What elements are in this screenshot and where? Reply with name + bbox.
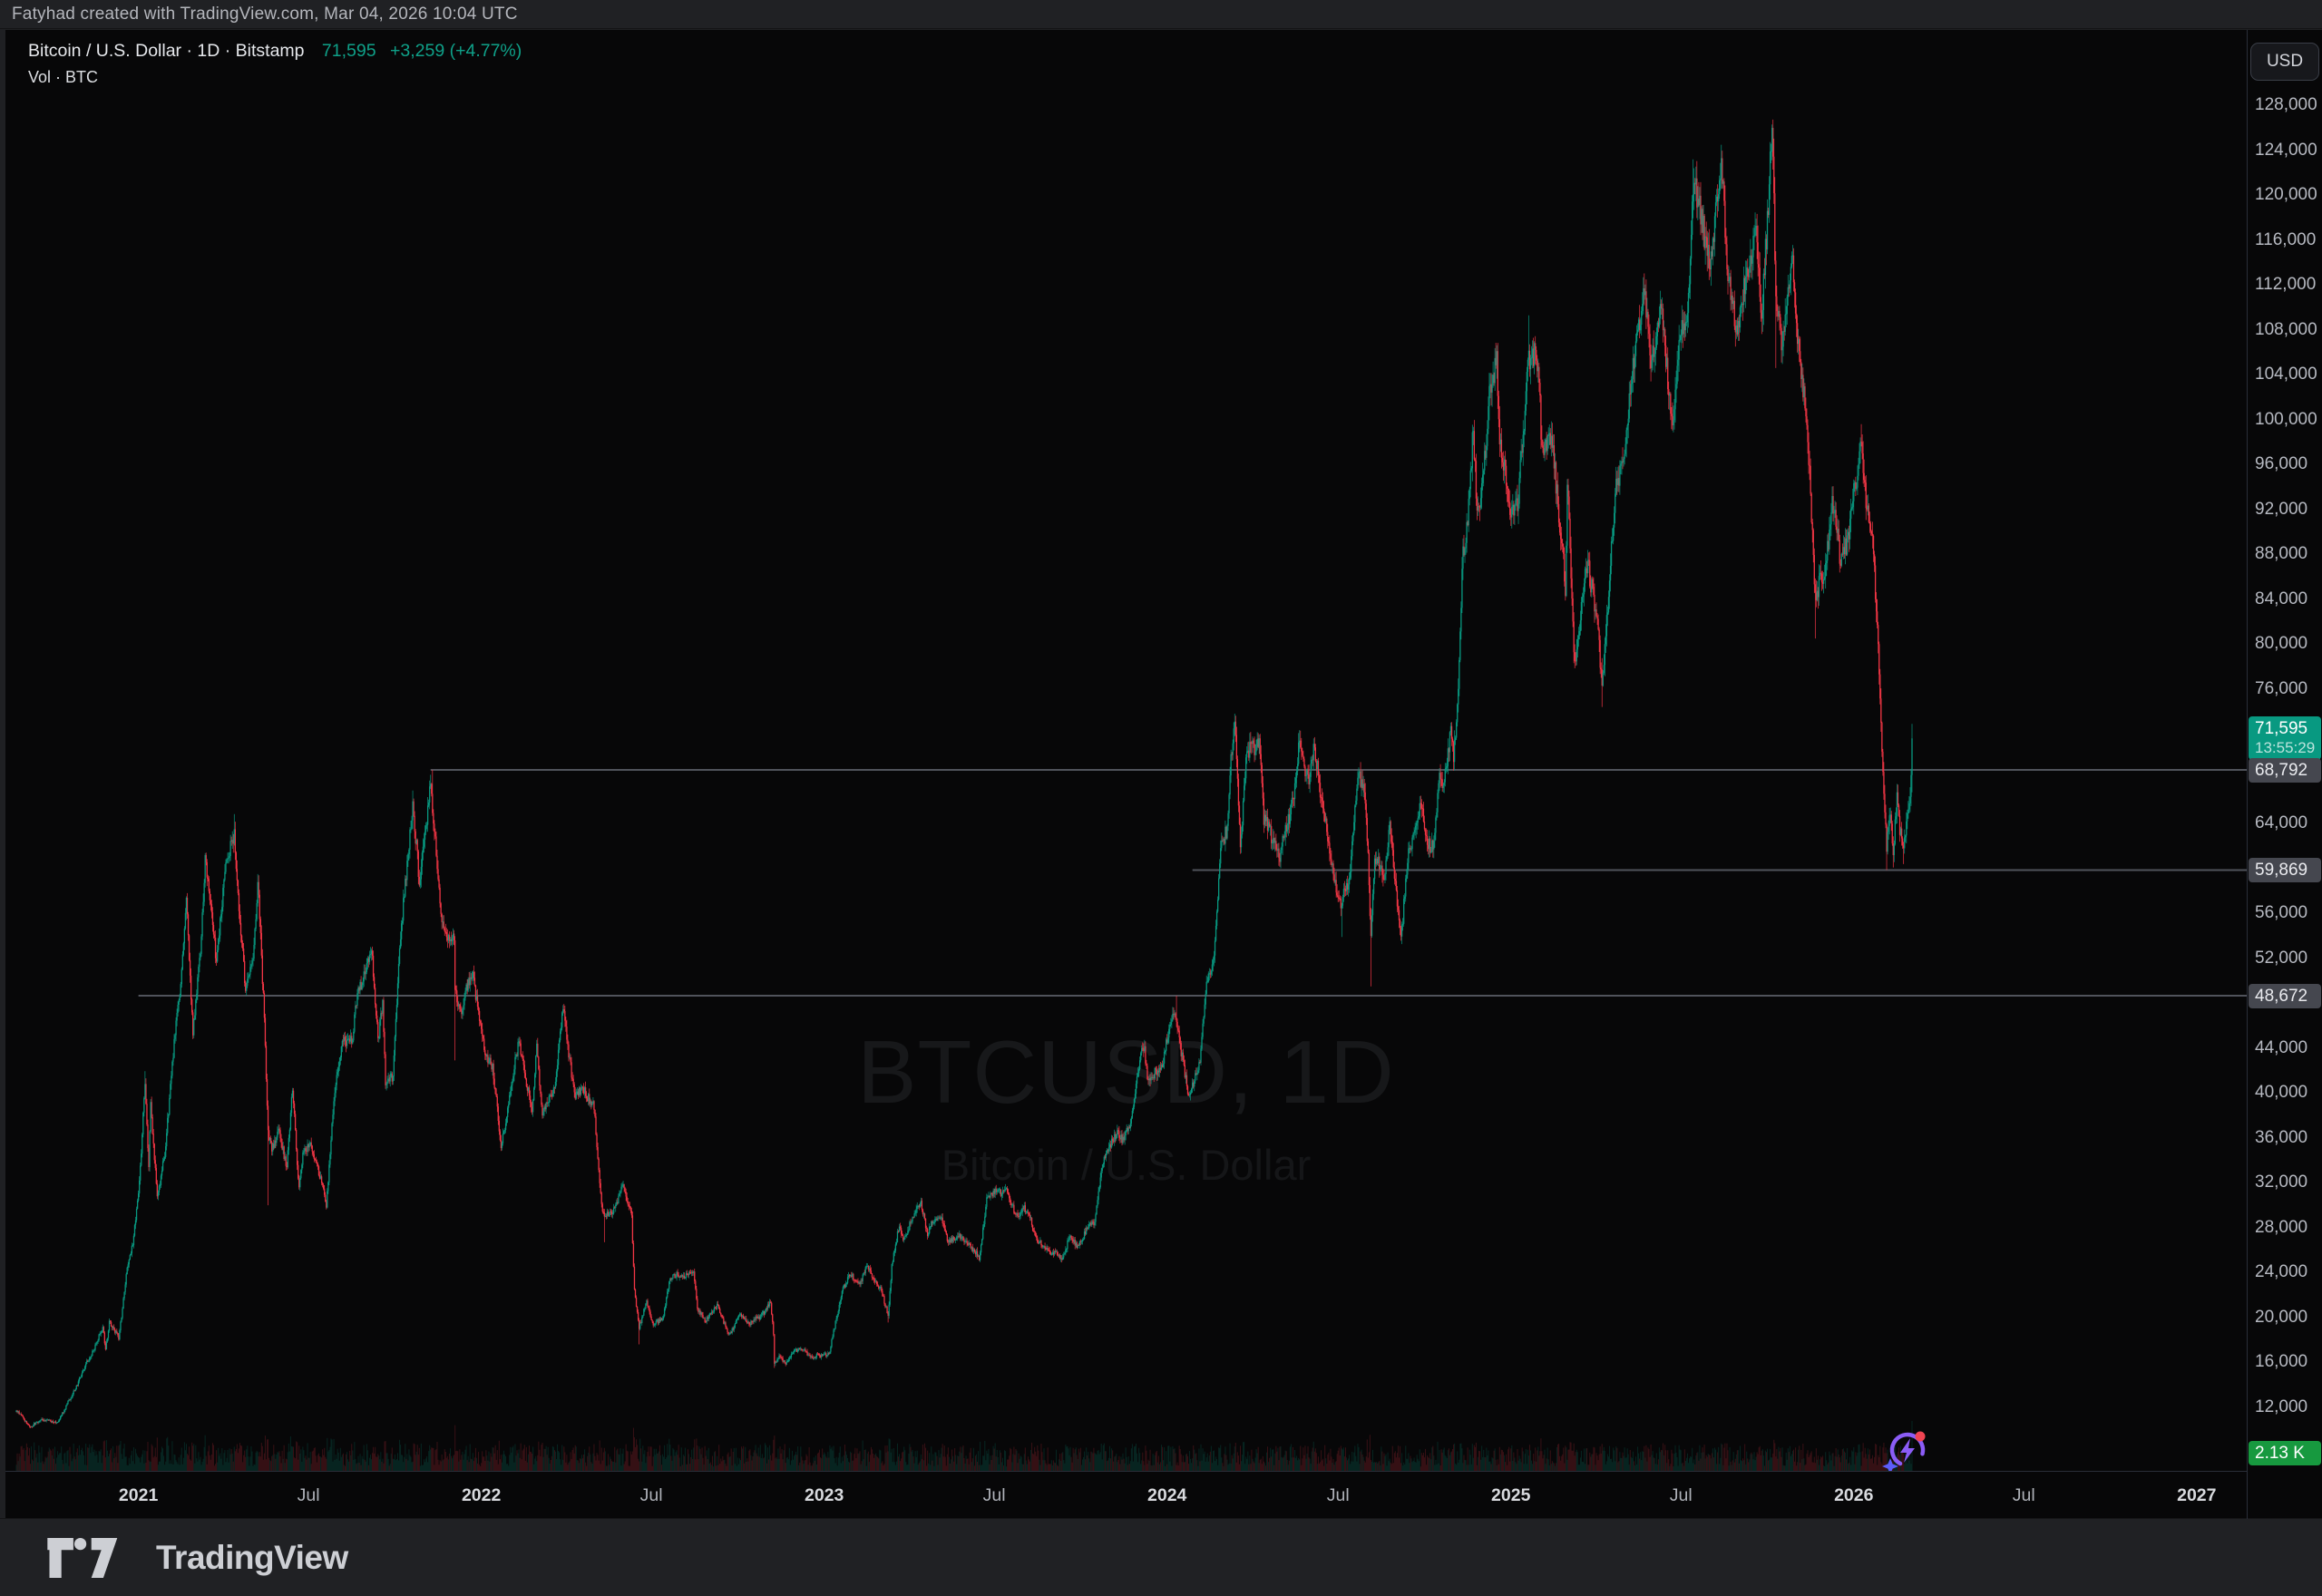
price-axis-tick: 40,000 xyxy=(2255,1083,2308,1103)
time-axis[interactable]: 2021 Jul 2022 Jul 2023 Jul 2024 Jul 2025 Jul 2026 J… xyxy=(5,1471,2322,1519)
tradingview-logo-text: TradingView xyxy=(156,1538,348,1576)
price-axis-tick: 52,000 xyxy=(2255,948,2308,968)
price-axis-tick: 92,000 xyxy=(2255,499,2308,519)
price-pane[interactable]: BTCUSD, 1D Bitcoin / U.S. Dollar Bitcoin… xyxy=(5,30,2247,1471)
ai-sparkle-icon xyxy=(1882,1431,1926,1471)
current-price-badge: 71,595 13:55:29 xyxy=(2249,716,2321,761)
symbol-title: Bitcoin / U.S. Dollar · 1D · Bitstamp xyxy=(28,41,305,61)
price-axis-tick: 80,000 xyxy=(2255,634,2308,654)
volume-badge: 2.13 K xyxy=(2249,1441,2321,1465)
time-axis-month-tick: Jul xyxy=(1669,1485,1693,1505)
footer-bar: TradingView xyxy=(0,1518,2322,1596)
current-price-value: 71,595 xyxy=(2255,719,2308,739)
price-axis-tick: 120,000 xyxy=(2255,185,2317,205)
time-axis-year-tick: 2025 xyxy=(1491,1485,1531,1505)
price-axis-tick: 44,000 xyxy=(2255,1037,2308,1057)
price-axis-tick: 100,000 xyxy=(2255,409,2317,429)
attribution-text: Fatyhad created with TradingView.com, Ma… xyxy=(12,4,518,24)
time-axis-year-tick: 2021 xyxy=(118,1485,159,1505)
price-axis-tick: 56,000 xyxy=(2255,903,2308,923)
volume-row: Vol · BTC xyxy=(28,68,99,86)
time-axis-month-tick: Jul xyxy=(2012,1485,2035,1505)
price-axis-tick: 108,000 xyxy=(2255,319,2317,339)
price-axis-tick: 28,000 xyxy=(2255,1217,2308,1237)
symbol-row: Bitcoin / U.S. Dollar · 1D · Bitstamp 71… xyxy=(28,41,522,62)
time-axis-year-tick: 2027 xyxy=(2177,1485,2217,1505)
price-axis-tick: 36,000 xyxy=(2255,1127,2308,1147)
price-axis-tick: 84,000 xyxy=(2255,589,2308,608)
price-axis[interactable]: USD 71,595 13:55:29 68,792 59,869 48,672… xyxy=(2247,30,2322,1518)
price-axis-tick: 64,000 xyxy=(2255,813,2308,833)
time-axis-month-tick: Jul xyxy=(982,1485,1006,1505)
price-axis-tick: 128,000 xyxy=(2255,95,2317,115)
time-axis-year-tick: 2022 xyxy=(461,1485,502,1505)
chart-legend: Bitcoin / U.S. Dollar · 1D · Bitstamp 71… xyxy=(28,41,522,87)
last-price: 71,595 xyxy=(321,41,376,61)
currency-toggle-button[interactable]: USD xyxy=(2250,43,2319,81)
ai-assistant-button[interactable] xyxy=(1879,1425,1932,1471)
candle-wicks-down xyxy=(16,119,1905,1428)
price-axis-tick: 76,000 xyxy=(2255,678,2308,698)
level-price-badge: 59,869 xyxy=(2249,857,2321,882)
time-axis-month-tick: Jul xyxy=(1326,1485,1350,1505)
volume-bars-down xyxy=(16,1425,1905,1471)
price-axis-tick: 12,000 xyxy=(2255,1396,2308,1416)
chart-container: BTCUSD, 1D Bitcoin / U.S. Dollar Bitcoin… xyxy=(5,30,2322,1519)
price-change: +3,259 (+4.77%) xyxy=(390,41,522,61)
candle-bodies-down xyxy=(16,128,1905,1427)
candle-wicks-up xyxy=(15,124,1913,1428)
price-axis-tick: 32,000 xyxy=(2255,1173,2308,1192)
bar-countdown: 13:55:29 xyxy=(2255,739,2316,757)
volume-bars-up xyxy=(15,1421,1913,1471)
level-price-badge: 48,672 xyxy=(2249,983,2321,1008)
price-axis-tick: 88,000 xyxy=(2255,544,2308,564)
price-axis-tick: 112,000 xyxy=(2255,275,2317,295)
price-axis-tick: 16,000 xyxy=(2255,1352,2308,1372)
candlestick-chart[interactable] xyxy=(5,30,2247,1471)
time-axis-year-tick: 2024 xyxy=(1147,1485,1187,1505)
level-price-badge: 68,792 xyxy=(2249,757,2321,783)
candle-bodies-up xyxy=(15,128,1913,1427)
tradingview-logo-icon xyxy=(47,1537,118,1578)
time-axis-month-tick: Jul xyxy=(297,1485,320,1505)
price-axis-tick: 116,000 xyxy=(2255,229,2317,249)
attribution-bar: Fatyhad created with TradingView.com, Ma… xyxy=(0,0,2322,29)
time-axis-month-tick: Jul xyxy=(639,1485,663,1505)
price-axis-tick: 104,000 xyxy=(2255,365,2317,384)
time-axis-year-tick: 2023 xyxy=(804,1485,844,1505)
price-axis-tick: 124,000 xyxy=(2255,140,2317,160)
time-axis-year-tick: 2026 xyxy=(1834,1485,1874,1505)
price-axis-tick: 96,000 xyxy=(2255,454,2308,474)
price-axis-tick: 24,000 xyxy=(2255,1262,2308,1282)
tradingview-logo[interactable]: TradingView xyxy=(47,1537,348,1578)
price-axis-tick: 20,000 xyxy=(2255,1307,2308,1327)
